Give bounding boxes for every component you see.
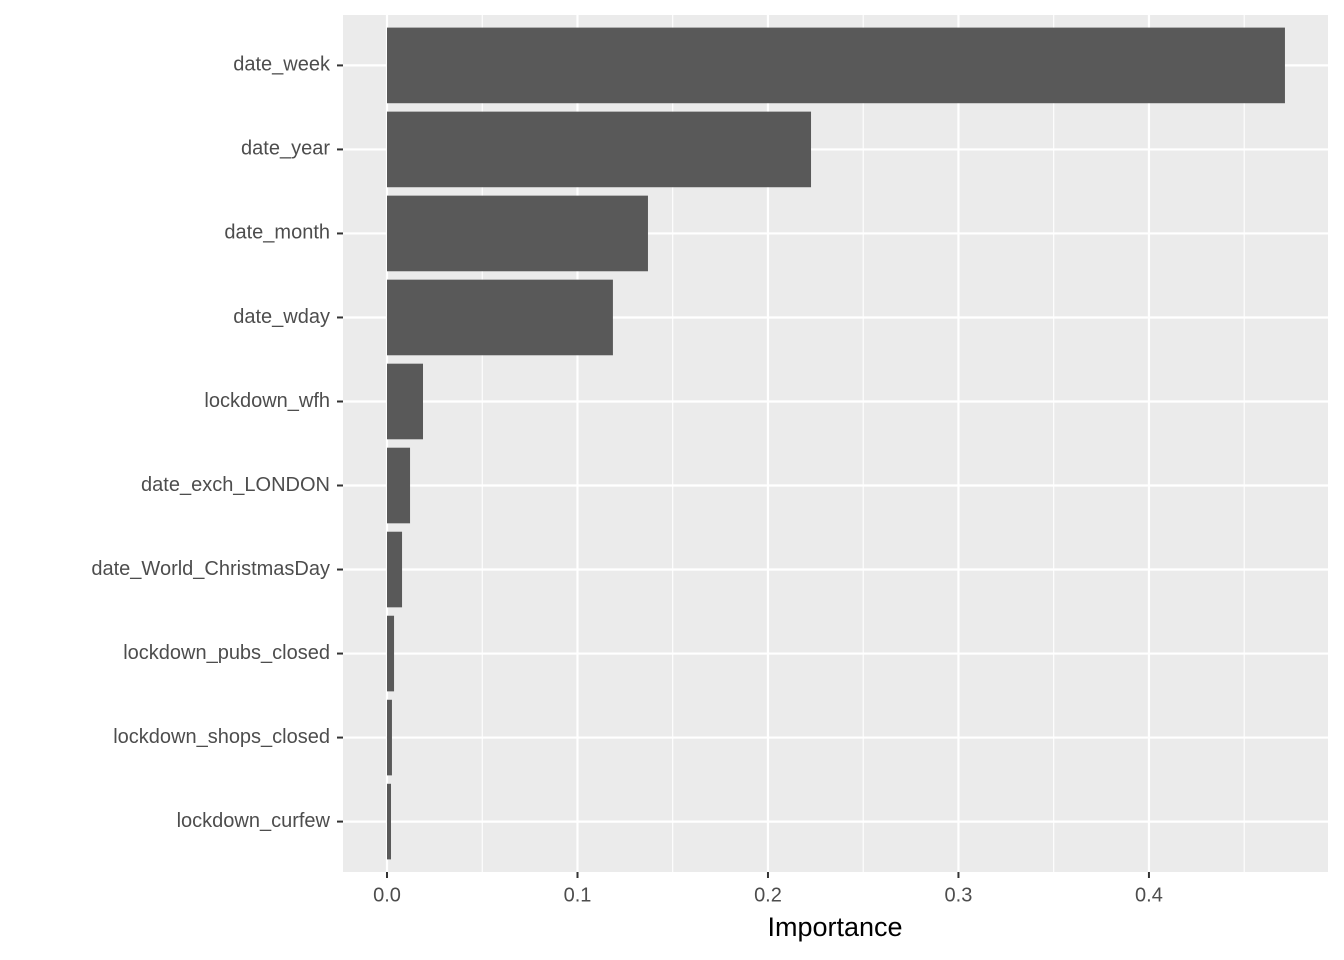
y-tick-label: date_year — [241, 138, 330, 160]
y-tick-label: date_wday — [233, 306, 330, 328]
x-tick-label: 0.0 — [373, 884, 401, 906]
y-tick-label: lockdown_wfh — [204, 390, 330, 412]
y-tick-label: date_World_ChristmasDay — [91, 558, 330, 580]
bar — [387, 195, 648, 272]
y-tick-label: lockdown_curfew — [177, 810, 331, 832]
bar — [387, 111, 812, 188]
bar — [387, 699, 392, 776]
bar — [387, 279, 613, 356]
x-tick-label: 0.2 — [754, 884, 782, 906]
bar — [387, 27, 1285, 104]
y-tick-label: date_exch_LONDON — [141, 474, 330, 496]
y-tick-label: lockdown_shops_closed — [113, 726, 330, 748]
bar — [387, 531, 403, 608]
x-axis-title: Importance — [767, 912, 902, 942]
y-tick-label: date_week — [233, 54, 331, 76]
y-tick-label: date_month — [224, 222, 330, 244]
bar — [387, 447, 411, 524]
bar — [387, 783, 392, 860]
bar — [387, 615, 395, 692]
bar — [387, 363, 424, 440]
x-tick-label: 0.4 — [1135, 884, 1163, 906]
x-tick-label: 0.1 — [564, 884, 592, 906]
x-tick-label: 0.3 — [945, 884, 973, 906]
y-tick-label: lockdown_pubs_closed — [123, 642, 330, 664]
